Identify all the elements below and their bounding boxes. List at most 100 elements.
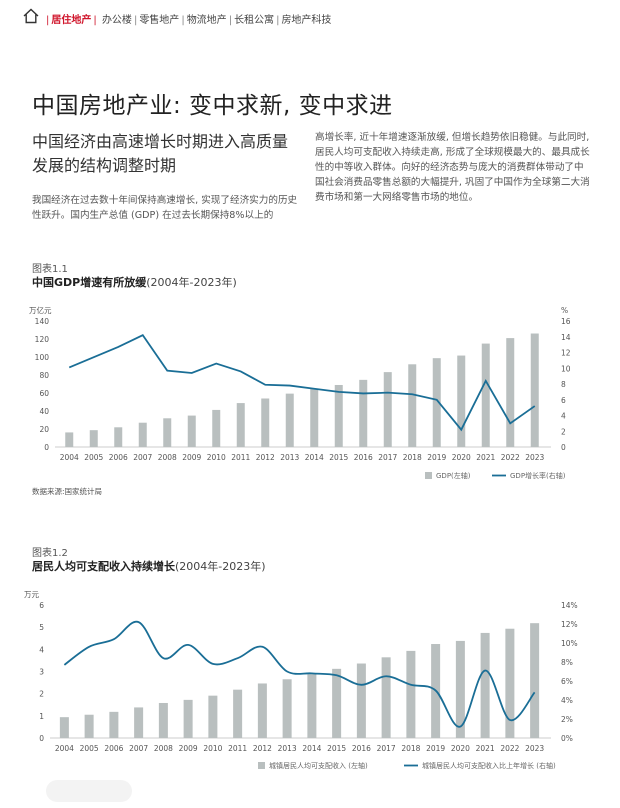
- right-axis-tick: 2: [561, 427, 566, 436]
- bar-2007: [138, 422, 147, 447]
- x-axis-tick: 2011: [228, 744, 247, 753]
- left-axis-tick: 4: [39, 645, 44, 654]
- home-icon[interactable]: [23, 8, 39, 24]
- bar-2020: [457, 355, 466, 447]
- bar-2018: [408, 364, 417, 447]
- right-axis-tick: 0%: [561, 734, 573, 743]
- x-axis-tick: 2018: [401, 744, 420, 753]
- bar-2021: [480, 632, 490, 738]
- bar-2015: [332, 668, 342, 738]
- nav-item-retail[interactable]: 零售地产: [139, 15, 180, 26]
- legend-line-label: 城镇居民人均可支配收入比上年增长 (右轴): [422, 761, 556, 770]
- right-axis-tick: 10%: [561, 639, 578, 648]
- x-axis-tick: 2023: [525, 744, 544, 753]
- x-axis-tick: 2022: [500, 744, 519, 753]
- left-axis-tick: 5: [39, 623, 44, 632]
- x-axis-tick: 2015: [327, 744, 346, 753]
- left-axis-tick: 0: [39, 734, 44, 743]
- x-axis-tick: 2014: [302, 744, 321, 753]
- bar-2005: [84, 714, 94, 738]
- page-title: 中国房地产业: 变中求新, 变中求进: [32, 93, 393, 119]
- section-nav: | 居住地产 | 办公楼 | 零售地产 | 物流地产 | 长租公寓 | 房地产科技: [46, 15, 332, 26]
- left-axis-tick: 1: [39, 712, 44, 721]
- nav-item-office[interactable]: 办公楼: [101, 15, 132, 26]
- left-axis-tick: 80: [39, 371, 49, 380]
- left-axis-tick: 20: [39, 425, 49, 434]
- x-axis-tick: 2010: [203, 744, 222, 753]
- left-axis-unit: 万元: [24, 590, 39, 599]
- bar-2009: [183, 699, 193, 738]
- legend-bar-swatch: [425, 472, 432, 479]
- left-axis-tick: 100: [35, 353, 50, 362]
- left-axis-tick: 140: [35, 317, 50, 326]
- nav-item-proptech[interactable]: 房地产科技: [281, 15, 332, 26]
- bar-2011: [233, 689, 243, 738]
- figure-2-title-main: 居民人均可支配收入持续增长: [32, 560, 175, 573]
- x-axis-tick: 2004: [60, 453, 79, 462]
- x-axis-tick: 2008: [158, 453, 177, 462]
- x-axis-tick: 2007: [129, 744, 148, 753]
- x-axis-tick: 2013: [278, 744, 297, 753]
- section-subtitle: 中国经济由高速增长时期进入高质量发展的结构调整时期: [32, 132, 289, 175]
- intro-paragraph-right: 高增长率, 近十年增速逐渐放缓, 但增长趋势依旧稳健。与此同时, 居民人均可支配…: [315, 132, 590, 203]
- bar-2010: [208, 695, 218, 738]
- x-axis-tick: 2010: [207, 453, 226, 462]
- right-axis-tick: 4: [561, 412, 566, 421]
- x-axis-tick: 2004: [55, 744, 74, 753]
- left-axis-tick: 120: [35, 335, 50, 344]
- bar-2017: [381, 657, 391, 738]
- x-axis-tick: 2021: [476, 453, 495, 462]
- right-axis-tick: 2%: [561, 715, 573, 724]
- footer-blob: [46, 780, 132, 802]
- x-axis-tick: 2008: [154, 744, 173, 753]
- growth-rate-line: [68, 334, 536, 432]
- nav-item-logistics[interactable]: 物流地产: [186, 15, 227, 26]
- x-axis-tick: 2020: [451, 744, 470, 753]
- nav-item-residential[interactable]: 居住地产: [51, 15, 92, 26]
- x-axis-tick: 2005: [84, 453, 103, 462]
- figure-1-label: 图表1.1: [32, 264, 68, 275]
- figure-2-label: 图表1.2: [32, 548, 68, 559]
- bar-2012: [261, 398, 270, 447]
- right-axis-tick: 14: [561, 333, 571, 342]
- bar-2014: [310, 389, 319, 447]
- bar-2023: [530, 623, 540, 738]
- x-axis-tick: 2017: [378, 453, 397, 462]
- legend-bar-swatch: [258, 762, 265, 769]
- x-axis-tick: 2012: [256, 453, 275, 462]
- bar-2012: [257, 683, 267, 738]
- x-axis-tick: 2017: [377, 744, 396, 753]
- figure-1-title-main: 中国GDP增速有所放缓: [32, 276, 147, 289]
- bar-2022: [505, 628, 515, 738]
- bar-2008: [158, 702, 168, 738]
- right-axis-tick: 0: [561, 443, 566, 452]
- legend-line-label: GDP增长率(右轴): [510, 471, 566, 480]
- x-axis-tick: 2016: [352, 744, 371, 753]
- left-axis-tick: 60: [39, 389, 49, 398]
- x-axis-tick: 2006: [104, 744, 123, 753]
- right-axis-tick: 12%: [561, 620, 578, 629]
- figure-2-title-range: (2004年-2023年): [175, 560, 266, 573]
- x-axis-tick: 2013: [280, 453, 299, 462]
- x-axis-tick: 2016: [354, 453, 373, 462]
- left-axis-tick: 6: [39, 601, 44, 610]
- bar-2004: [65, 432, 74, 447]
- x-axis-tick: 2021: [476, 744, 495, 753]
- bar-2020: [455, 640, 465, 738]
- x-axis-tick: 2019: [426, 744, 445, 753]
- legend-bar-label: GDP(左轴): [436, 471, 471, 480]
- bar-2006: [109, 711, 119, 738]
- left-axis-unit: 万亿元: [29, 305, 52, 315]
- right-axis-tick: 16: [561, 317, 571, 326]
- bar-2010: [212, 409, 221, 447]
- bar-2009: [187, 415, 196, 447]
- right-axis-tick: 8%: [561, 658, 573, 667]
- left-axis-tick: 0: [44, 443, 49, 452]
- right-axis-tick: 14%: [561, 601, 578, 610]
- gdp-chart: 万亿元 % 0 20 40 60 80 100 120 140 0 2 4 6 8 10 12 14 16 2004 2…: [29, 305, 571, 480]
- bar-2007: [134, 707, 144, 738]
- nav-item-apartments[interactable]: 长租公寓: [234, 15, 275, 26]
- figure-2-title: 居民人均可支配收入持续增长(2004年-2023年): [32, 558, 266, 574]
- x-axis-tick: 2014: [305, 453, 324, 462]
- bar-2006: [114, 427, 123, 447]
